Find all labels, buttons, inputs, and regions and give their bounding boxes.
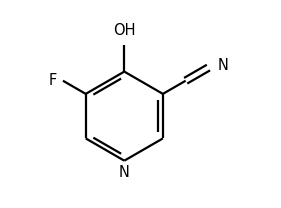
Text: N: N <box>217 58 228 73</box>
Text: N: N <box>119 165 130 180</box>
Text: OH: OH <box>113 23 135 38</box>
Text: F: F <box>49 73 57 88</box>
